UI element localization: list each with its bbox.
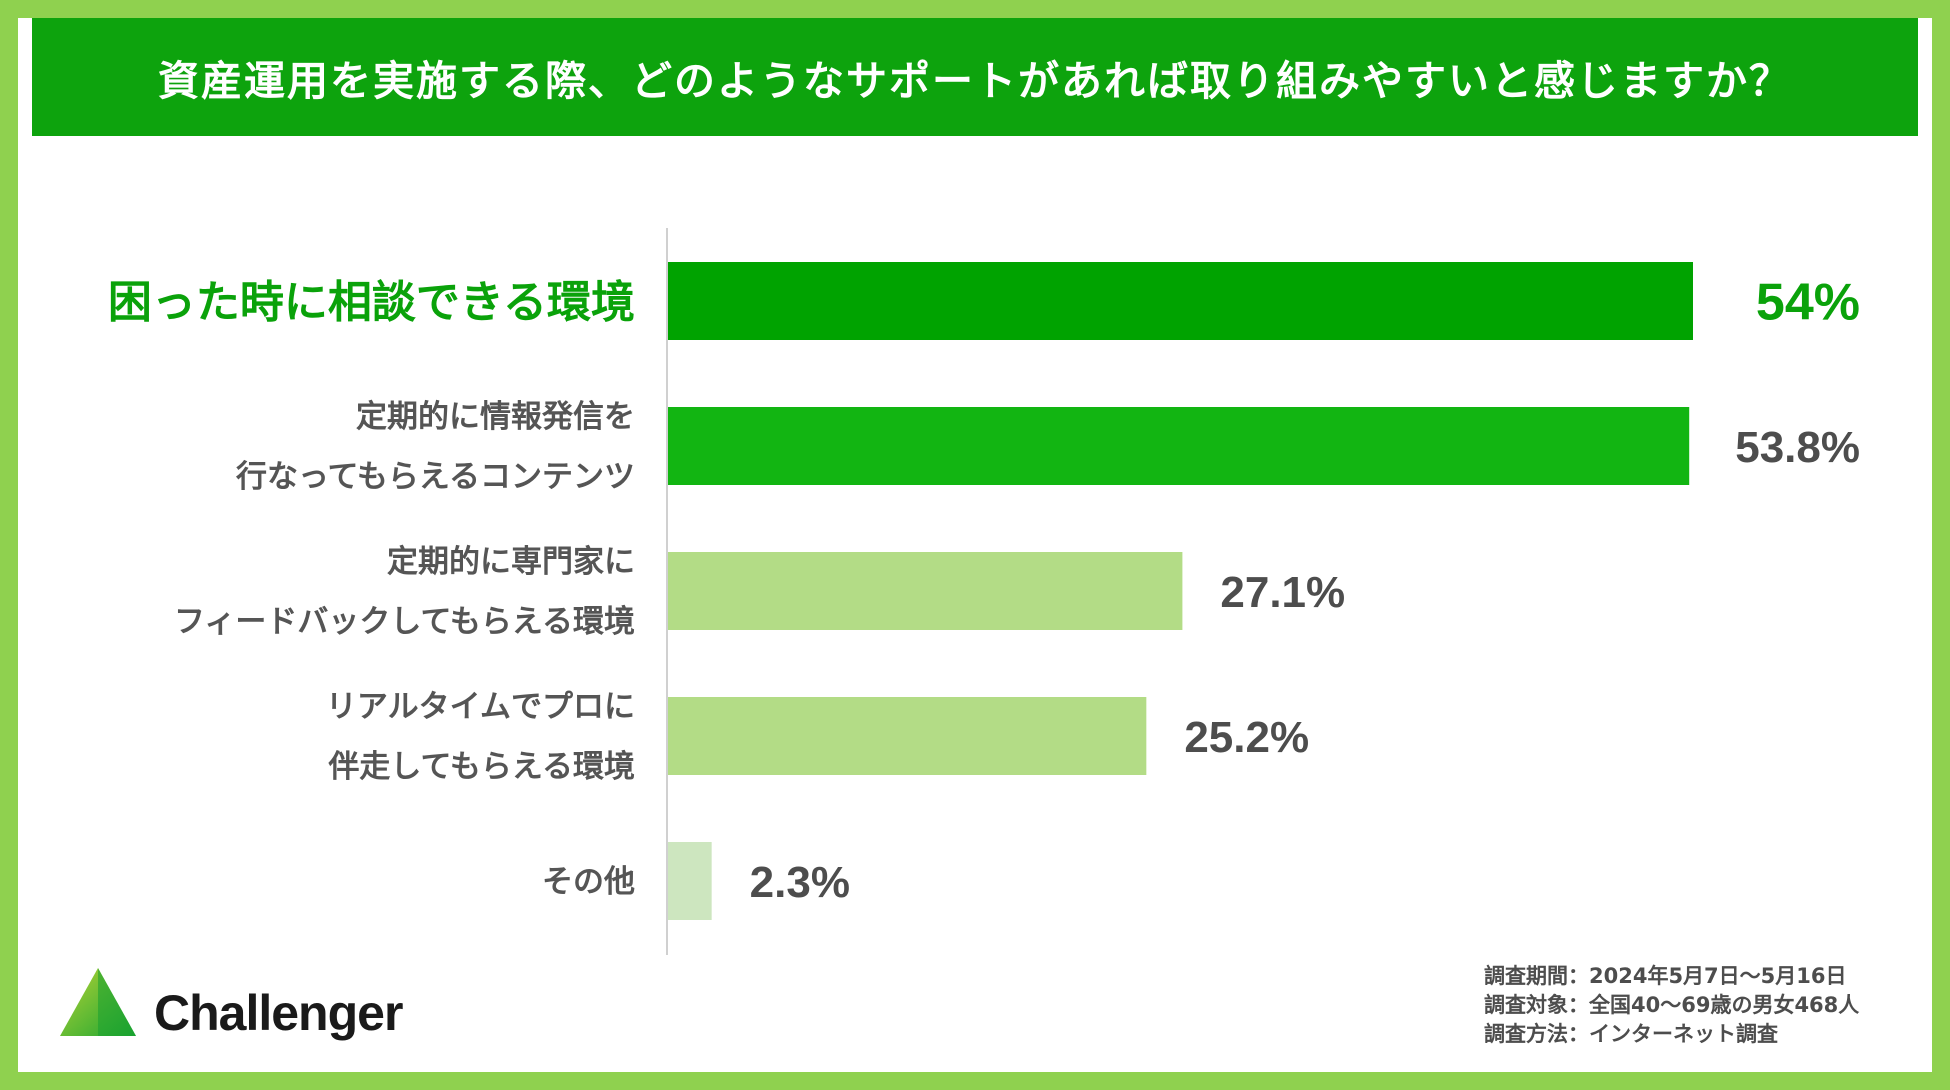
logo-text: Challenger [154, 985, 403, 1041]
category-label-3-0: リアルタイムでプロに [326, 689, 635, 725]
value-label-1: 53.8% [1735, 423, 1860, 472]
title-bar: 資産運用を実施する際、どのようなサポートがあれば取り組みやすいと感じますか？ [32, 18, 1918, 136]
category-label-2-0: 定期的に専門家に [387, 544, 635, 580]
value-label-3: 25.2% [1184, 713, 1309, 762]
value-label-0: 54% [1756, 274, 1860, 332]
survey-info: 調査期間：2024年5月7日〜5月16日 調査対象：全国40〜69歳の男女468… [1484, 962, 1924, 1049]
category-label-1-0: 定期的に情報発信を [356, 399, 635, 435]
bar-4 [668, 842, 712, 920]
value-label-2: 27.1% [1220, 568, 1345, 617]
category-label-0-0: 困った時に相談できる環境 [108, 277, 635, 328]
bar-3 [668, 697, 1147, 775]
bar-0 [668, 262, 1693, 340]
category-label-1-1: 行なってもらえるコンテンツ [235, 459, 635, 495]
green-triangle-icon [60, 968, 136, 1036]
survey-period: 調査期間：2024年5月7日〜5月16日 [1484, 964, 1847, 988]
bar-1 [668, 407, 1690, 485]
category-label-3-1: 伴走してもらえる環境 [327, 749, 635, 785]
category-label-4-0: その他 [542, 864, 635, 900]
survey-target: 調査対象：全国40〜69歳の男女468人 [1484, 993, 1860, 1017]
bar-2 [668, 552, 1183, 630]
value-label-4: 2.3% [750, 858, 850, 907]
challenger-logo: Challenger [58, 966, 458, 1046]
category-label-2-1: フィードバックしてもらえる環境 [174, 604, 635, 640]
chart-title: 資産運用を実施する際、どのようなサポートがあれば取り組みやすいと感じますか？ [158, 57, 1792, 105]
survey-method: 調査方法：インターネット調査 [1484, 1022, 1778, 1046]
